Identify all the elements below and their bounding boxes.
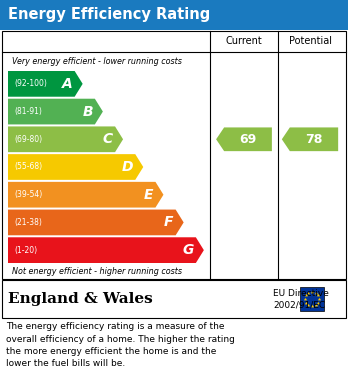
Text: D: D: [122, 160, 133, 174]
Text: 78: 78: [305, 133, 323, 146]
Text: G: G: [182, 243, 194, 257]
Text: Very energy efficient - lower running costs: Very energy efficient - lower running co…: [12, 57, 182, 66]
Polygon shape: [282, 127, 338, 151]
Text: England & Wales: England & Wales: [8, 292, 153, 306]
Text: E: E: [144, 188, 153, 202]
Text: (69-80): (69-80): [14, 135, 42, 144]
Text: (1-20): (1-20): [14, 246, 37, 255]
Polygon shape: [216, 127, 272, 151]
Text: Current: Current: [226, 36, 262, 46]
Bar: [2, 31, 346, 279]
Polygon shape: [8, 182, 164, 208]
Text: B: B: [82, 104, 93, 118]
Text: Energy Efficiency Rating: Energy Efficiency Rating: [8, 7, 210, 23]
Text: (81-91): (81-91): [14, 107, 42, 116]
Text: (39-54): (39-54): [14, 190, 42, 199]
Bar: [2, 280, 346, 318]
Bar: [0, 0, 348, 30]
Polygon shape: [8, 154, 143, 180]
Text: F: F: [164, 215, 174, 230]
Polygon shape: [8, 126, 123, 152]
Text: 69: 69: [239, 133, 256, 146]
Bar: [300, 287, 324, 311]
Text: C: C: [103, 132, 113, 146]
Polygon shape: [8, 99, 103, 124]
Text: A: A: [62, 77, 73, 91]
Text: Potential: Potential: [288, 36, 332, 46]
Text: Not energy efficient - higher running costs: Not energy efficient - higher running co…: [12, 267, 182, 276]
Polygon shape: [8, 210, 184, 235]
Polygon shape: [8, 237, 204, 263]
Text: (92-100): (92-100): [14, 79, 47, 88]
Text: EU Directive
2002/91/EC: EU Directive 2002/91/EC: [273, 289, 329, 309]
Polygon shape: [8, 71, 83, 97]
Text: The energy efficiency rating is a measure of the
overall efficiency of a home. T: The energy efficiency rating is a measur…: [6, 322, 235, 368]
Text: (55-68): (55-68): [14, 163, 42, 172]
Text: (21-38): (21-38): [14, 218, 42, 227]
